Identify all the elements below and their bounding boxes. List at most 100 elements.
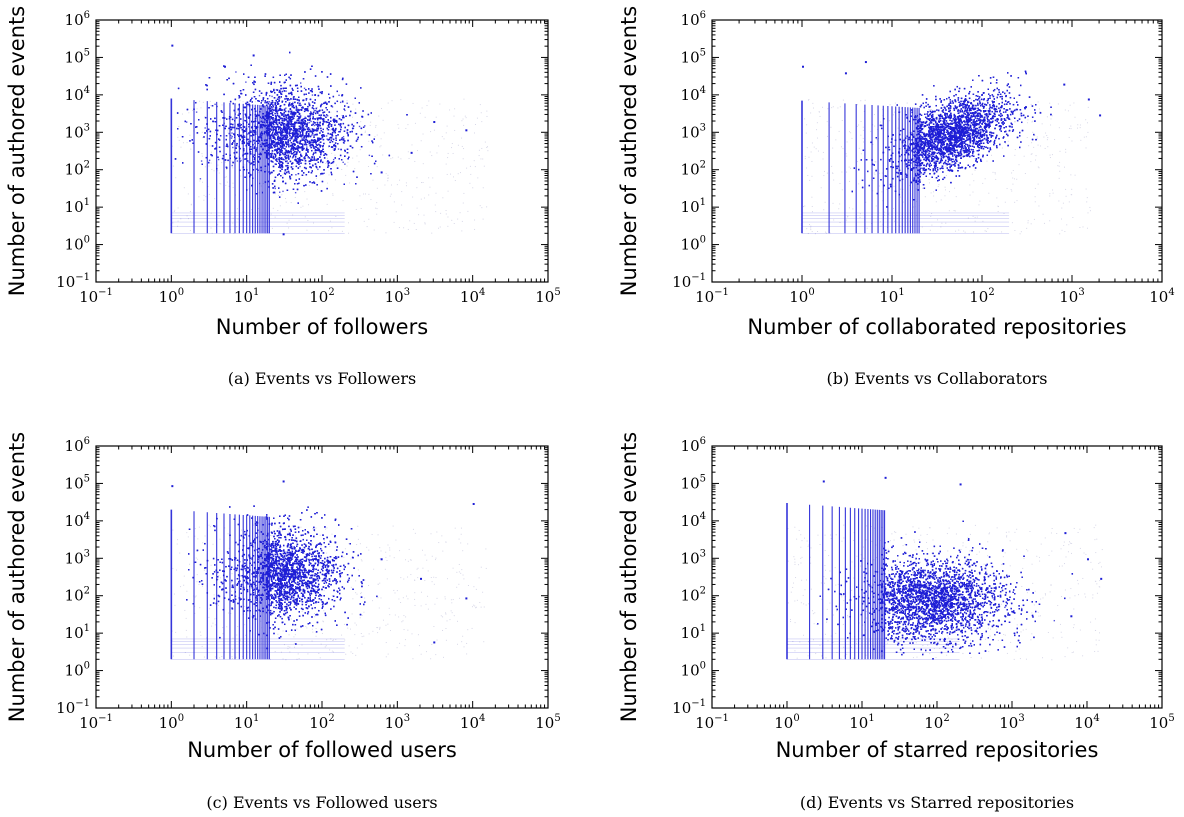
noise-point: [230, 228, 232, 230]
data-point: [318, 125, 321, 127]
scatter-points: [170, 44, 489, 236]
noise-point: [213, 131, 215, 133]
noise-point: [355, 108, 357, 110]
noise-point: [387, 102, 389, 104]
noise-point: [213, 170, 215, 172]
noise-point: [177, 220, 179, 222]
noise-point: [210, 151, 212, 153]
noise-point: [172, 222, 174, 224]
noise-point: [443, 138, 445, 140]
data-point: [282, 190, 284, 193]
noise-point: [449, 109, 451, 111]
data-point: [311, 134, 313, 136]
noise-point: [474, 228, 476, 230]
noise-point: [407, 124, 409, 126]
data-point: [284, 170, 286, 172]
data-point: [231, 132, 233, 134]
noise-point: [300, 156, 302, 158]
noise-point: [405, 182, 407, 184]
data-point: [364, 125, 366, 127]
noise-point: [243, 211, 245, 213]
data-point: [236, 160, 239, 162]
noise-point: [232, 222, 234, 224]
noise-point: [463, 124, 465, 126]
noise-point: [341, 168, 343, 170]
noise-point: [236, 208, 238, 210]
noise-point: [233, 232, 235, 234]
noise-point: [429, 186, 431, 188]
data-point: [286, 160, 288, 162]
data-point: [268, 137, 270, 139]
noise-point: [461, 220, 463, 222]
noise-point: [484, 141, 486, 143]
noise-point: [279, 205, 281, 207]
data-point: [288, 137, 291, 140]
data-point: [297, 159, 300, 162]
data-point: [279, 131, 282, 133]
noise-point: [368, 218, 370, 220]
noise-point: [180, 218, 182, 220]
noise-point: [453, 115, 455, 117]
noise-point: [369, 124, 371, 126]
noise-point: [266, 170, 268, 172]
noise-point: [385, 232, 387, 234]
noise-point: [442, 197, 444, 199]
data-point: [326, 115, 329, 117]
noise-point: [210, 162, 212, 164]
noise-point: [277, 195, 279, 197]
noise-point: [373, 229, 375, 231]
noise-point: [391, 100, 393, 102]
data-point: [307, 122, 309, 124]
noise-point: [435, 192, 437, 194]
data-point: [277, 110, 279, 113]
noise-point: [342, 200, 344, 202]
noise-point: [190, 203, 192, 205]
data-point: [235, 71, 237, 73]
data-point: [299, 82, 302, 84]
noise-point: [474, 166, 476, 168]
noise-point: [246, 105, 248, 107]
noise-point: [187, 218, 189, 220]
noise-point: [334, 179, 336, 181]
noise-point: [217, 170, 219, 172]
data-point: [250, 163, 252, 165]
noise-point: [307, 118, 309, 120]
noise-point: [175, 177, 177, 179]
noise-point: [225, 184, 227, 186]
noise-point: [466, 167, 468, 169]
data-point: [293, 138, 296, 141]
noise-point: [441, 136, 443, 138]
noise-point: [274, 193, 276, 195]
noise-point: [435, 211, 437, 213]
noise-point: [412, 196, 414, 198]
noise-point: [399, 179, 401, 181]
noise-point: [472, 187, 474, 189]
noise-point: [208, 165, 210, 167]
noise-point: [416, 187, 418, 189]
noise-point: [346, 100, 348, 102]
noise-point: [375, 207, 377, 209]
noise-point: [312, 106, 314, 108]
noise-point: [329, 220, 331, 222]
noise-point: [326, 203, 328, 205]
noise-point: [182, 142, 184, 144]
noise-point: [273, 158, 275, 160]
noise-point: [462, 158, 464, 160]
noise-point: [203, 199, 205, 201]
data-point: [285, 107, 287, 109]
noise-point: [262, 183, 264, 185]
data-point: [250, 130, 252, 132]
noise-point: [242, 101, 244, 103]
noise-point: [384, 184, 386, 186]
data-point: [299, 117, 302, 119]
noise-point: [325, 162, 327, 164]
data-point: [311, 128, 314, 130]
data-point: [282, 131, 285, 133]
noise-point: [418, 214, 420, 216]
data-point: [275, 134, 278, 136]
noise-point: [438, 145, 440, 147]
data-point: [249, 151, 251, 154]
noise-point: [354, 168, 356, 170]
noise-point: [208, 193, 210, 195]
